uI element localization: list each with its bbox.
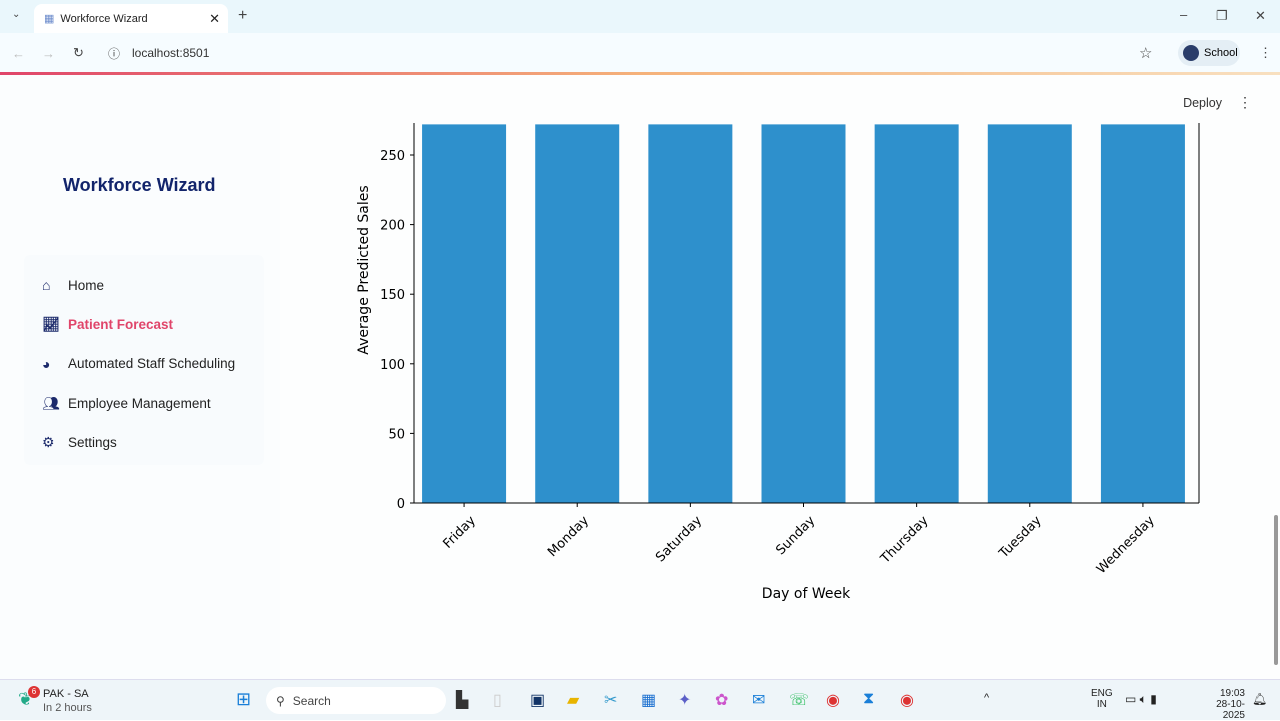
- sidebar: Workforce Wizard ⌂ Home 📈︎ Patient Forecast…: [0, 75, 280, 679]
- x-tick-label: Wednesday: [1094, 513, 1158, 577]
- search-icon: ⚲: [276, 693, 285, 708]
- search-label: Search: [292, 693, 331, 708]
- y-tick-label: 100: [380, 358, 405, 373]
- close-window-icon[interactable]: ✕: [1255, 8, 1266, 23]
- tray-chevron-icon[interactable]: ^: [984, 692, 990, 704]
- weather-title[interactable]: PAK - SA: [43, 688, 89, 700]
- tab-list-icon[interactable]: ⌄: [12, 9, 21, 20]
- back-icon[interactable]: ←: [12, 45, 25, 61]
- nav-item-label: Settings: [68, 435, 117, 451]
- teams-icon[interactable]: ✦: [678, 692, 692, 709]
- clock[interactable]: 19:03 28-10-2025: [1216, 688, 1245, 721]
- nav-item-patient-forecast[interactable]: 📈︎ Patient Forecast: [42, 316, 173, 333]
- favicon-icon: ▦: [44, 13, 55, 25]
- deploy-button[interactable]: Deploy: [1183, 96, 1222, 110]
- x-axis-label: Day of Week: [762, 586, 851, 602]
- new-tab-icon[interactable]: +: [238, 7, 248, 24]
- gear-icon: ⚙: [42, 434, 55, 451]
- nav-item-label: Automated Staff Scheduling: [68, 356, 236, 372]
- taskbar: ❦ 6 PAK - SA In 2 hours ⊞ ⚲ Search ▙ ▯ ▣ ▰ ✂ ▦…: [0, 679, 1280, 721]
- bar-chart: Friday Monday Saturday Sunday Thursday Tuesda…: [356, 123, 1200, 602]
- y-tick-label: 250: [380, 149, 405, 164]
- browser-menu-icon[interactable]: ⋮: [1259, 45, 1272, 60]
- bar-saturday: [648, 124, 733, 503]
- minimize-icon[interactable]: –: [1180, 7, 1188, 22]
- notification-badge: 6: [28, 686, 40, 698]
- x-tick-label: Thursday: [877, 513, 931, 567]
- profile-button[interactable]: School: [1178, 40, 1240, 66]
- mail-icon[interactable]: ✉: [752, 692, 766, 709]
- file-explorer-icon[interactable]: ▙: [456, 692, 469, 709]
- nav-menu: ⌂ Home 📈︎ Patient Forecast ◕ Automated Staff …: [24, 255, 264, 465]
- tab-bar: ⌄ ▦ Workforce Wizard ✕ + – ❐ ✕: [0, 0, 1280, 33]
- address-bar: ← → ↻ ⓘ localhost:8501 ☆ School ⋮: [0, 33, 1280, 73]
- close-tab-icon[interactable]: ✕: [209, 10, 220, 26]
- bar-wednesday: [1100, 124, 1185, 503]
- notification-bell-icon[interactable]: 🔔︎: [1252, 692, 1268, 706]
- y-tick-label: 150: [380, 288, 405, 303]
- store-icon[interactable]: ▦: [641, 692, 657, 709]
- x-tick-label: Saturday: [653, 513, 705, 565]
- bar-thursday: [874, 124, 959, 503]
- chart-line-icon: 📈︎: [42, 316, 60, 333]
- x-tick-label: Monday: [545, 513, 592, 560]
- y-axis-label: Average Predicted Sales: [356, 185, 372, 354]
- nav-item-settings[interactable]: ⚙ Settings: [42, 434, 117, 451]
- bookmark-star-icon[interactable]: ☆: [1139, 45, 1153, 62]
- browser-tab[interactable]: ▦ Workforce Wizard ✕: [34, 4, 228, 33]
- nav-item-employee-management[interactable]: 👥︎ Employee Management: [42, 395, 211, 412]
- avatar: [1183, 45, 1199, 61]
- nav-item-label: Employee Management: [68, 395, 211, 411]
- language-indicator[interactable]: ENG IN: [1091, 688, 1113, 710]
- nav-item-label: Patient Forecast: [68, 317, 174, 333]
- reload-icon[interactable]: ↻: [73, 45, 84, 60]
- bar-sunday: [761, 124, 846, 503]
- copilot-icon[interactable]: ✿: [715, 692, 729, 709]
- nav-item-home[interactable]: ⌂ Home: [42, 277, 104, 293]
- forward-icon[interactable]: →: [42, 45, 55, 61]
- y-tick-label: 50: [388, 427, 405, 442]
- x-tick-label: Friday: [440, 513, 479, 552]
- loading-bar: [0, 72, 1280, 75]
- streamlit-app: Workforce Wizard ⌂ Home 📈︎ Patient Forecast…: [0, 75, 1280, 679]
- taskbar-search[interactable]: ⚲ Search: [266, 687, 446, 714]
- home-icon: ⌂: [42, 277, 51, 293]
- y-tick-label: 200: [380, 219, 405, 234]
- tray-icons[interactable]: ▭ 🔈︎ ▮: [1125, 692, 1157, 706]
- url-input[interactable]: localhost:8501: [132, 46, 210, 60]
- maximize-icon[interactable]: ❐: [1216, 8, 1228, 23]
- profile-name: School: [1204, 47, 1238, 59]
- tab-title: Workforce Wizard: [60, 12, 148, 25]
- weather-sub: In 2 hours: [43, 702, 92, 714]
- vscode-icon[interactable]: ⧗: [863, 690, 875, 707]
- app-icon[interactable]: ▣: [530, 692, 546, 709]
- folder-icon[interactable]: ▰: [567, 692, 580, 709]
- site-info-icon[interactable]: ⓘ: [108, 46, 121, 61]
- chrome-icon[interactable]: ◉: [826, 692, 840, 709]
- x-tick-label: Tuesday: [996, 513, 1045, 562]
- pie-chart-icon: ◕: [42, 355, 51, 372]
- nav-item-automated-staff-scheduling[interactable]: ◕ Automated Staff Scheduling: [42, 356, 235, 372]
- main-menu-icon[interactable]: ⋮: [1238, 94, 1252, 110]
- start-icon[interactable]: ⊞: [236, 689, 252, 709]
- nav-item-label: Home: [68, 277, 105, 293]
- bar-friday: [422, 124, 507, 503]
- x-tick-label: Sunday: [773, 513, 818, 558]
- snipping-tool-icon[interactable]: ✂: [604, 692, 618, 709]
- bar-tuesday: [987, 124, 1072, 503]
- y-tick-label: 0: [397, 497, 405, 512]
- whatsapp-icon[interactable]: ☏: [789, 692, 810, 709]
- bar-monday: [535, 124, 620, 503]
- users-icon: 👥︎: [42, 394, 60, 411]
- scrollbar[interactable]: [1274, 515, 1278, 665]
- chrome-profile-icon[interactable]: ◉: [900, 692, 914, 709]
- notepad-icon[interactable]: ▯: [493, 692, 502, 709]
- app-title: Workforce Wizard: [63, 175, 216, 195]
